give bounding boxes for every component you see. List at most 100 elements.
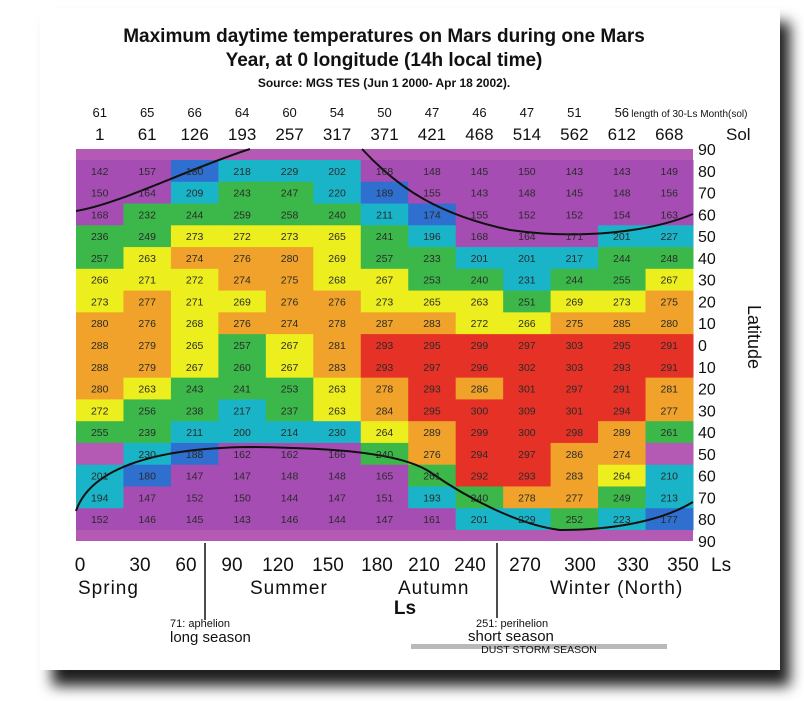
heatmap-cell [313, 181, 362, 205]
cell-value: 280 [281, 253, 299, 265]
cell-value: 144 [328, 514, 346, 526]
heatmap-cell [550, 486, 599, 509]
cell-value: 147 [138, 492, 156, 504]
cell-value: 151 [376, 492, 394, 504]
heatmap-cell [550, 312, 599, 335]
cell-value: 264 [613, 471, 631, 483]
latitude-tick-label: 0 [698, 338, 707, 355]
heatmap-cell [455, 508, 504, 531]
heatmap-cell [360, 486, 409, 509]
heatmap-cell [265, 181, 314, 205]
heatmap-cell [503, 312, 552, 335]
heatmap-cell [550, 290, 599, 313]
heatmap-cell [550, 464, 599, 487]
cell-value: 269 [328, 253, 346, 265]
heatmap-cell [503, 203, 552, 226]
month-length-label: 66 [187, 105, 201, 120]
cell-value: 244 [566, 275, 584, 287]
cell-value: 217 [233, 405, 251, 417]
month-length-label: 60 [282, 105, 296, 120]
cell-value: 293 [518, 471, 536, 483]
heatmap-cell [455, 377, 504, 400]
heatmap-cell [76, 421, 124, 444]
latitude-tick-label: 70 [698, 186, 716, 203]
heatmap-cell [550, 421, 599, 444]
heatmap-cell [218, 355, 267, 379]
ls-tick-label: 270 [509, 555, 541, 576]
cell-value: 286 [471, 384, 489, 396]
cell-value: 168 [471, 231, 489, 243]
heatmap-cell [313, 442, 362, 466]
cell-value: 171 [566, 231, 584, 243]
heatmap-cell [123, 203, 172, 226]
cell-value: 145 [471, 166, 489, 178]
cell-value: 277 [138, 296, 156, 308]
cell-value: 143 [233, 514, 251, 526]
cell-value: 289 [423, 427, 441, 439]
heatmap-cell [503, 355, 552, 379]
cell-value: 156 [661, 188, 679, 200]
cell-value: 288 [91, 362, 109, 374]
cell-value: 300 [518, 427, 536, 439]
heatmap-cell [76, 399, 124, 422]
cell-value: 263 [328, 384, 346, 396]
cell-value: 260 [233, 362, 251, 374]
cell-value: 276 [138, 318, 156, 330]
heatmap-cell [313, 486, 362, 509]
cell-value: 150 [91, 188, 109, 200]
cell-value: 297 [518, 340, 536, 352]
cell-value: 240 [471, 275, 489, 287]
month-length-label: 56 [615, 105, 629, 120]
polar-band-north [76, 149, 693, 160]
heatmap-cell [360, 181, 409, 205]
cell-value: 193 [423, 492, 441, 504]
heatmap-cell [455, 334, 504, 357]
heatmap-cell [408, 225, 457, 248]
heatmap-cell [123, 442, 172, 466]
cell-value: 285 [613, 318, 631, 330]
heatmap-cell [360, 399, 409, 422]
cell-value: 217 [566, 253, 584, 265]
heatmap-cell [218, 247, 267, 270]
cell-value: 143 [566, 166, 584, 178]
cell-value: 263 [138, 253, 156, 265]
heatmap-cell [360, 290, 409, 313]
heatmap-cell [170, 377, 219, 400]
heatmap-cell [455, 268, 504, 292]
cell-value: 294 [613, 405, 631, 417]
cell-value: 168 [91, 209, 109, 221]
cell-value: 201 [613, 231, 631, 243]
cell-value: 294 [471, 449, 489, 461]
short-season-label: short season [468, 628, 554, 645]
boundary-curve [75, 148, 251, 212]
cell-value: 263 [328, 405, 346, 417]
cell-value: 273 [91, 296, 109, 308]
cell-value: 251 [518, 296, 536, 308]
cell-value: 261 [661, 427, 679, 439]
heatmap-cell [598, 399, 647, 422]
heatmap-cell [123, 181, 172, 205]
heatmap-cell [455, 442, 504, 466]
heatmap-cell [598, 464, 647, 487]
cell-value: 164 [138, 188, 156, 200]
cell-value: 177 [661, 514, 679, 526]
cell-value: 273 [281, 231, 299, 243]
cell-value: 276 [233, 253, 251, 265]
cell-value: 240 [376, 449, 394, 461]
cell-value: 274 [186, 253, 204, 265]
cell-value: 142 [91, 166, 109, 178]
heatmap-cell [455, 421, 504, 444]
month-length-label: 54 [330, 105, 344, 120]
cell-value: 233 [423, 253, 441, 265]
month-length-label: 50 [377, 105, 391, 120]
month-length-label: 46 [472, 105, 486, 120]
cell-value: 148 [281, 471, 299, 483]
cell-value: 266 [518, 318, 536, 330]
chart-title-line-2: Year, at 0 longitude (14h local time) [226, 50, 543, 71]
latitude-tick-label: 80 [698, 512, 716, 529]
cell-value: 283 [566, 471, 584, 483]
cell-value: 157 [138, 166, 156, 178]
heatmap-cell [598, 247, 647, 270]
heatmap-cell [645, 399, 694, 422]
